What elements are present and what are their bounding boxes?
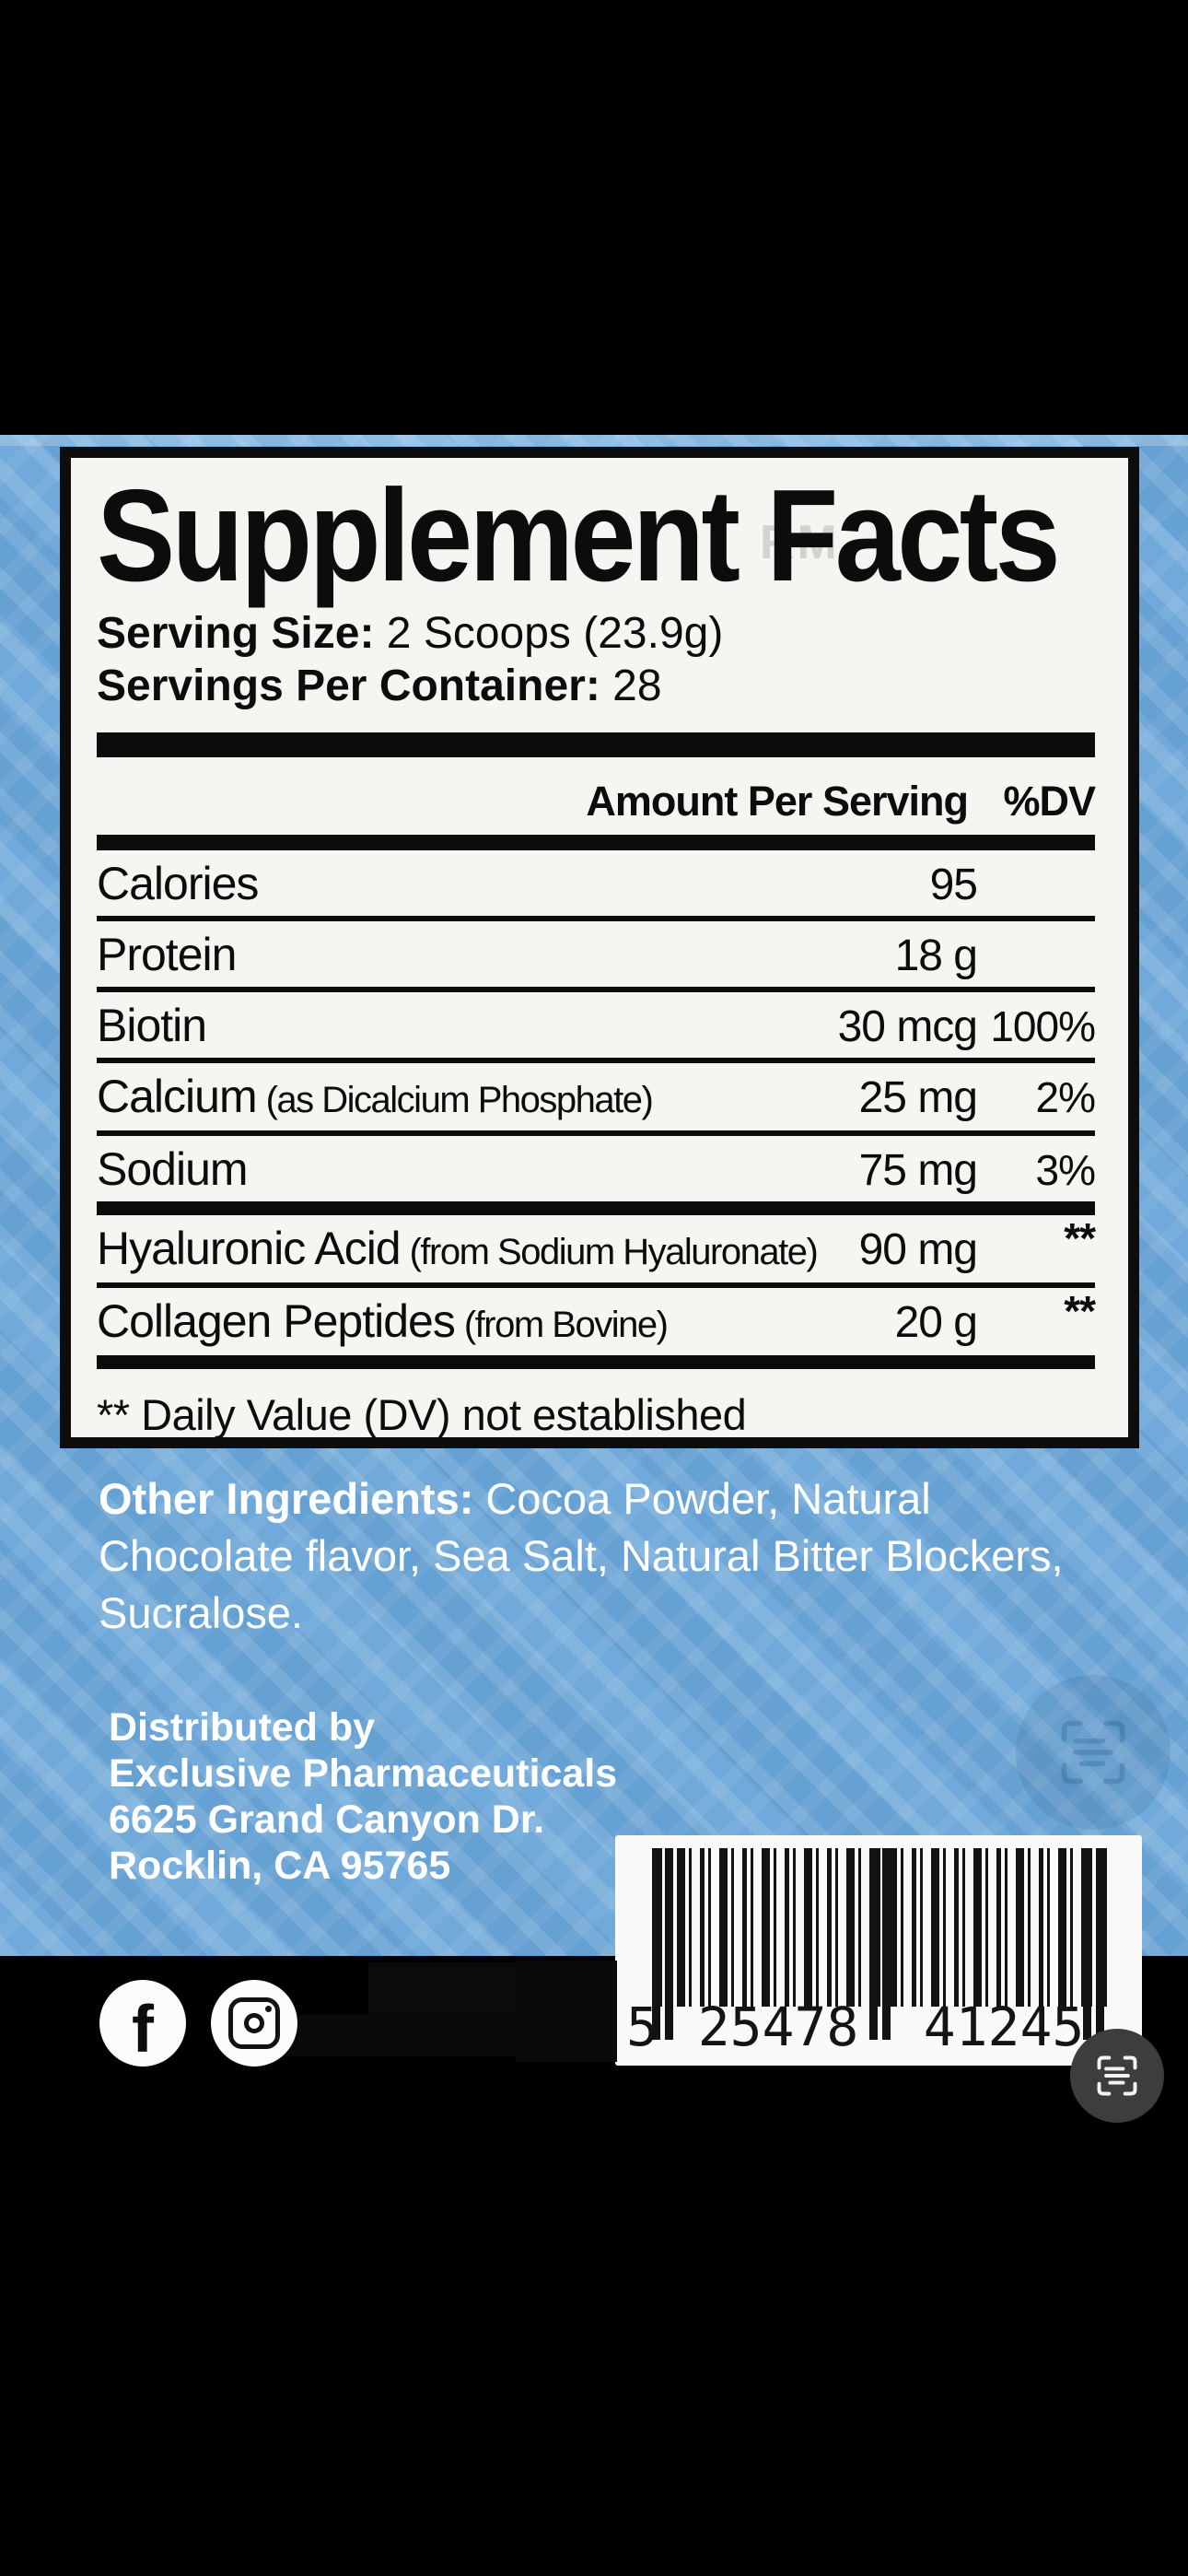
divider-thin <box>97 1058 1095 1063</box>
distributor-block: Distributed by Exclusive Pharmaceuticals… <box>109 1704 617 1889</box>
barcode-guard-middle2 <box>882 1848 891 2040</box>
table-row: Sodium 75 mg 3% <box>97 1136 1096 1201</box>
facebook-f-glyph: f <box>132 1993 154 2067</box>
other-ingredients-label: Other Ingredients: <box>99 1474 474 1523</box>
row-name: Calories <box>97 858 259 909</box>
other-ingredients-line3: Sucralose. <box>99 1588 304 1637</box>
facebook-icon: f <box>99 1980 186 2067</box>
table-row: Protein 18 g <box>97 921 1095 987</box>
row-note: (as Dicalcium Phosphate) <box>265 1080 654 1120</box>
photo-top-edge <box>0 435 1188 446</box>
ghost-scan-watermark-icon <box>1016 1675 1171 1830</box>
panel-title: Supplement Facts <box>97 463 1061 609</box>
row-amount: 20 g <box>894 1298 978 1347</box>
barcode-digit-left: 5 <box>626 1996 658 2058</box>
other-ingredients-line2: Chocolate flavor, Sea Salt, Natural Bitt… <box>99 1531 1064 1580</box>
live-text-button[interactable] <box>1070 2029 1164 2123</box>
instagram-lens <box>244 2013 264 2033</box>
serving-size-value: 2 Scoops (23.9g) <box>386 609 724 658</box>
col-amount-header: Amount Per Serving <box>586 778 969 825</box>
dv-footnote: ** Daily Value (DV) not established <box>97 1390 747 1439</box>
row-dv: 100% <box>990 1002 1096 1050</box>
row-dv: ** <box>1064 1214 1096 1262</box>
divider-thin <box>97 987 1095 992</box>
table-row: Collagen Peptides (from Bovine) 20 g ** <box>97 1287 1096 1355</box>
row-name: Collagen Peptides <box>97 1295 456 1347</box>
instagram-icon <box>211 1980 297 2067</box>
barcode-guard-left <box>652 1848 660 2040</box>
row-amount: 25 mg <box>858 1073 978 1122</box>
row-amount: 30 mcg <box>837 1002 978 1051</box>
instagram-dot <box>265 2006 272 2012</box>
row-dv: 2% <box>1035 1073 1096 1121</box>
row-note: (from Sodium Hyaluronate) <box>409 1232 819 1272</box>
row-amount: 90 mg <box>858 1225 978 1274</box>
col-dv-header: %DV <box>1003 778 1096 825</box>
row-name: Protein <box>97 929 237 980</box>
table-row: Hyaluronic Acid (from Sodium Hyaluronate… <box>97 1214 1096 1282</box>
barcode-guard-right2 <box>1096 1848 1104 2040</box>
row-name: Sodium <box>97 1143 249 1195</box>
barcode-guard-left2 <box>665 1848 673 2040</box>
table-row: Biotin 30 mcg 100% <box>97 992 1096 1058</box>
divider-medium <box>97 835 1095 850</box>
row-dv: ** <box>1064 1287 1096 1335</box>
divider-heavy <box>97 732 1095 757</box>
supplement-facts-panel: RM Supplement Facts Serving Size: 2 Scoo… <box>60 447 1139 1448</box>
barcode-guard-right <box>1083 1848 1091 2040</box>
product-label-photo: RM Supplement Facts Serving Size: 2 Scoo… <box>0 435 1188 1956</box>
table-row: Calcium (as Dicalcium Phosphate) 25 mg 2… <box>97 1063 1096 1130</box>
row-amount: 18 g <box>894 931 978 980</box>
servings-per-container-label: Servings Per Container: <box>97 662 600 710</box>
distributor-line2: Exclusive Pharmaceuticals <box>109 1751 618 1796</box>
dim-artifact <box>516 1961 617 2062</box>
distributor-line4: Rocklin, CA 95765 <box>109 1844 451 1888</box>
servings-per-container-line: Servings Per Container: 28 <box>97 660 1095 712</box>
row-dv: 3% <box>1035 1146 1096 1194</box>
upc-barcode: 5 25478 41245 <box>615 1835 1142 2066</box>
faint-watermark: RM <box>760 516 840 569</box>
other-ingredients: Other Ingredients: Cocoa Powder, Natural… <box>99 1470 1093 1642</box>
servings-per-container-value: 28 <box>612 662 662 710</box>
serving-size-line: Serving Size: 2 Scoops (23.9g) <box>97 607 1095 660</box>
divider-medium <box>97 1355 1095 1369</box>
divider-thin <box>97 1282 1095 1288</box>
barcode-digits-group1: 25478 <box>697 1996 859 2058</box>
distributor-line3: 6625 Grand Canyon Dr. <box>109 1797 545 1842</box>
divider-thin <box>97 1130 1095 1136</box>
row-name: Hyaluronic Acid <box>97 1223 402 1274</box>
row-name: Biotin <box>97 1000 207 1051</box>
divider-thin <box>97 916 1095 921</box>
other-ingredients-line1: Other Ingredients: Cocoa Powder, Natural <box>99 1470 1093 1528</box>
table-header-row: Amount Per Serving %DV <box>97 757 1096 835</box>
table-row: Calories 95 <box>97 850 1095 916</box>
instagram-frame <box>228 1997 280 2049</box>
distributor-line1: Distributed by <box>109 1705 376 1750</box>
divider-medium <box>97 1201 1095 1215</box>
serving-size-label: Serving Size: <box>97 609 375 658</box>
barcode-guard-middle <box>869 1848 878 2040</box>
barcode-digits-group2: 41245 <box>923 1996 1085 2058</box>
row-name: Calcium <box>97 1071 258 1122</box>
row-amount: 75 mg <box>858 1146 978 1195</box>
row-note: (from Bovine) <box>463 1305 669 1345</box>
other-ingredients-line1-rest: Cocoa Powder, Natural <box>473 1474 931 1523</box>
row-amount: 95 <box>929 861 978 909</box>
